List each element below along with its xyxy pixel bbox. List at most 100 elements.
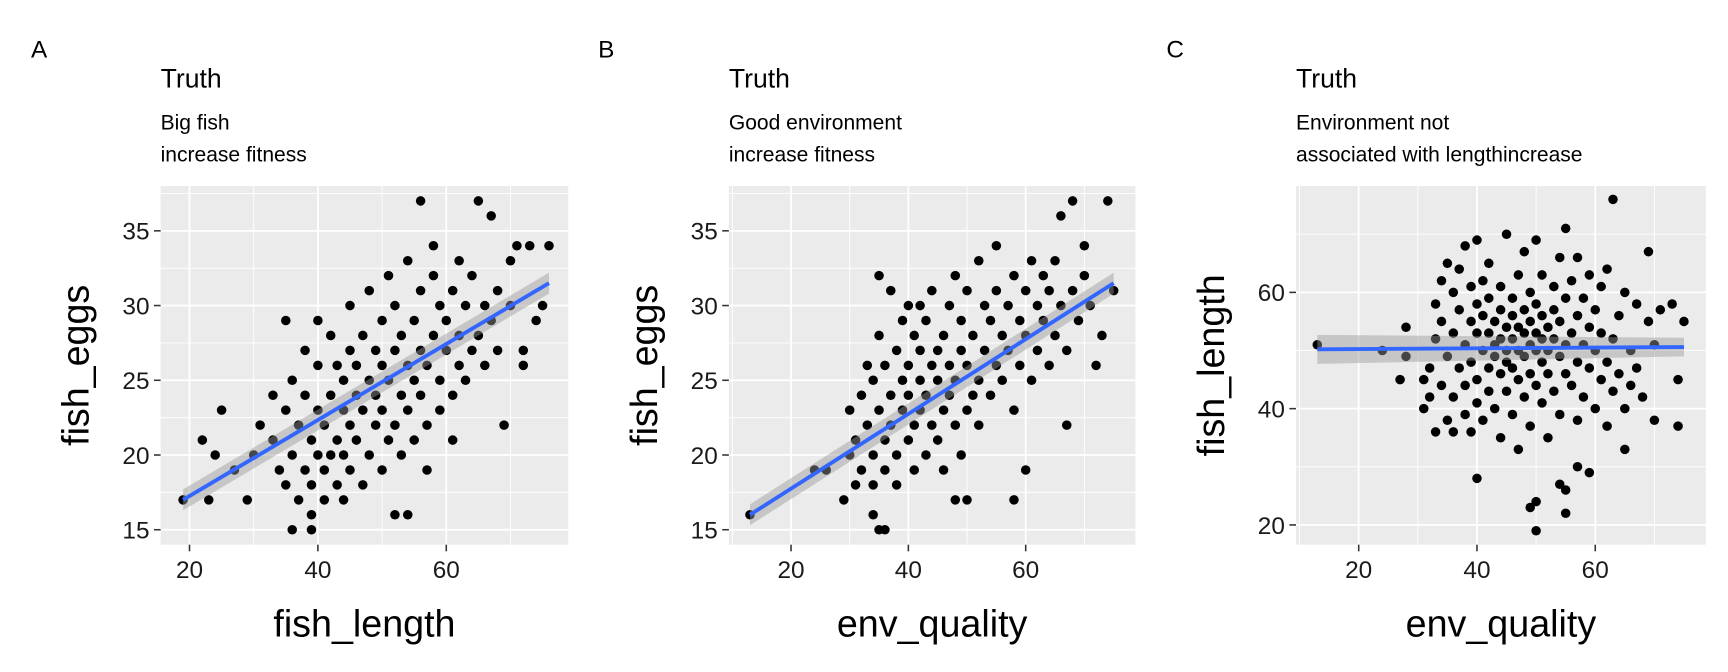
- data-point: [1020, 465, 1031, 475]
- data-point: [962, 405, 972, 415]
- data-point: [962, 495, 972, 505]
- data-point: [1495, 432, 1506, 443]
- data-point: [1537, 270, 1547, 280]
- data-point: [927, 285, 937, 296]
- data-point: [944, 390, 955, 400]
- x-tick-label: 40: [304, 557, 331, 584]
- data-point: [1614, 369, 1624, 379]
- data-point: [1038, 315, 1049, 326]
- data-point: [306, 480, 317, 490]
- data-point: [351, 435, 362, 445]
- data-point: [377, 360, 387, 371]
- data-point: [1466, 316, 1476, 327]
- data-point: [415, 285, 426, 296]
- data-point: [306, 524, 317, 535]
- data-point: [1436, 316, 1447, 327]
- panel-tag: B: [598, 37, 614, 64]
- data-point: [956, 315, 966, 326]
- data-point: [921, 390, 931, 400]
- data-point: [203, 495, 214, 505]
- x-axis-label: fish_length: [273, 603, 455, 645]
- data-point: [1507, 334, 1518, 344]
- data-point: [1549, 386, 1559, 396]
- data-point: [422, 420, 432, 430]
- data-point: [1442, 415, 1453, 426]
- data-point: [518, 345, 529, 356]
- regression-line: [1317, 345, 1684, 352]
- data-point: [1525, 316, 1535, 327]
- data-point: [1519, 392, 1530, 402]
- data-point: [287, 375, 297, 386]
- y-tick-label: 20: [691, 443, 718, 470]
- data-point: [850, 480, 861, 490]
- data-point: [868, 510, 878, 520]
- data-point: [492, 345, 503, 356]
- data-point: [409, 375, 419, 386]
- data-point: [338, 450, 349, 460]
- data-point: [1079, 241, 1090, 251]
- data-point: [886, 285, 896, 296]
- data-point: [358, 405, 368, 415]
- data-point: [1430, 299, 1441, 309]
- data-point: [415, 390, 426, 400]
- data-point: [1032, 300, 1043, 311]
- data-point: [938, 405, 949, 415]
- data-point: [1513, 322, 1524, 333]
- data-point: [1495, 305, 1506, 315]
- data-point: [985, 315, 996, 326]
- data-point: [1097, 330, 1107, 341]
- data-point: [1519, 246, 1530, 257]
- data-point: [1061, 345, 1072, 356]
- data-point: [968, 390, 978, 400]
- data-point: [979, 300, 990, 311]
- data-point: [402, 510, 413, 520]
- data-point: [396, 330, 407, 341]
- data-point: [447, 285, 458, 296]
- data-point: [338, 495, 349, 505]
- data-point: [345, 300, 355, 311]
- data-point: [1091, 360, 1101, 371]
- x-tick-label: 20: [1345, 557, 1372, 584]
- x-tick-label: 40: [895, 557, 922, 584]
- data-point: [1489, 351, 1500, 362]
- data-point: [1572, 415, 1583, 426]
- data-point: [313, 315, 323, 326]
- data-point: [1602, 264, 1612, 274]
- data-point: [1560, 223, 1571, 234]
- data-point: [1614, 310, 1624, 321]
- data-point: [428, 330, 439, 341]
- data-point: [1555, 252, 1565, 263]
- data-point: [345, 465, 355, 475]
- data-point: [435, 300, 445, 311]
- data-point: [1478, 310, 1488, 321]
- data-point: [1472, 299, 1482, 309]
- data-point: [1507, 363, 1518, 373]
- data-point: [921, 450, 931, 460]
- y-tick-label: 40: [1258, 397, 1285, 424]
- data-point: [518, 360, 529, 371]
- data-point: [1555, 351, 1565, 362]
- data-point: [991, 285, 1002, 296]
- data-point: [880, 465, 890, 475]
- x-tick-label: 40: [1463, 557, 1490, 584]
- data-point: [300, 390, 310, 400]
- y-tick-label: 25: [122, 368, 149, 395]
- data-point: [1056, 300, 1066, 311]
- data-point: [1448, 328, 1459, 338]
- x-axis-label: env_quality: [837, 603, 1028, 645]
- data-point: [856, 390, 867, 400]
- x-axis-label: env_quality: [1406, 603, 1597, 645]
- data-point: [319, 465, 330, 475]
- data-point: [850, 435, 861, 445]
- data-point: [1590, 305, 1601, 315]
- data-point: [1643, 246, 1654, 257]
- data-point: [1044, 285, 1054, 296]
- data-point: [868, 450, 878, 460]
- data-point: [938, 465, 949, 475]
- data-point: [915, 375, 925, 386]
- data-point: [973, 420, 984, 430]
- data-point: [1560, 293, 1571, 303]
- data-point: [415, 345, 426, 356]
- data-point: [1050, 255, 1060, 266]
- plot-subtitle: Big fish: [161, 112, 230, 135]
